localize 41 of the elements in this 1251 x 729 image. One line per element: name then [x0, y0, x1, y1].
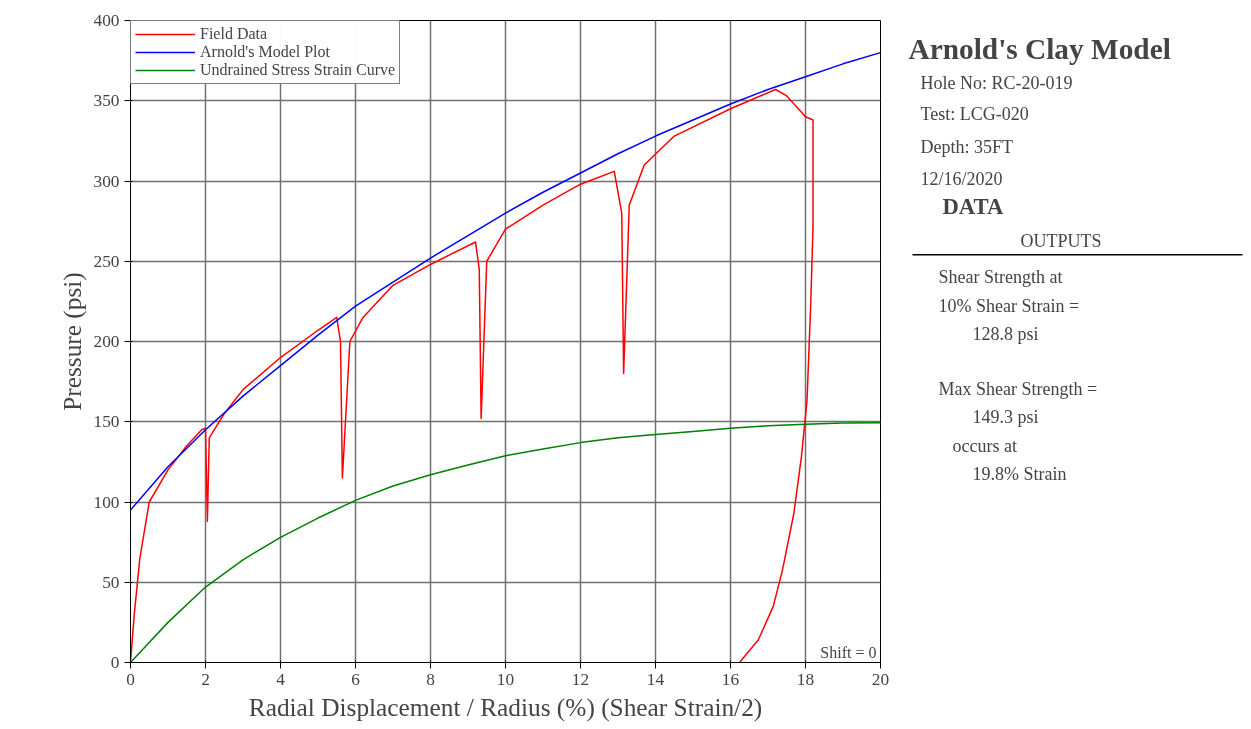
x-tick-label: 16 [721, 669, 740, 689]
x-tick-label: 4 [276, 669, 286, 689]
x-tick-label: 8 [426, 669, 435, 689]
y-tick-label: 100 [93, 492, 120, 512]
y-tick-label: 150 [93, 412, 120, 432]
legend-label: Undrained Stress Strain Curve [200, 61, 396, 79]
y-tick-label: 0 [110, 653, 120, 672]
text: Max Shear Strength = [938, 379, 1098, 400]
text: Arnold's Clay Model [908, 32, 1171, 65]
y-axis-title: Pressure (psi) [57, 272, 87, 411]
y-tick-label: 250 [93, 251, 120, 271]
text: 10% Shear Strain = [938, 295, 1080, 316]
x-tick-label: 10 [496, 669, 515, 689]
legend-label: Field Data [200, 25, 268, 43]
x-tick-label: 12 [571, 669, 590, 689]
text: 128.8 psi [972, 323, 1039, 344]
x-tick-label: 18 [796, 669, 815, 689]
x-axis-title: Radial Displacement / Radius (%) (Shear Strain/2) [248, 692, 763, 722]
text: 19.8% Strain [972, 463, 1067, 484]
text: Depth: 35FT [920, 137, 1013, 157]
annotation: Shift = 0 [820, 643, 877, 661]
text: 12/16/2020 [920, 168, 1003, 189]
y-tick-label: 200 [93, 332, 120, 351]
text: Shear Strength at [938, 267, 1063, 288]
x-tick-label: 2 [201, 669, 210, 689]
x-tick-label: 20 [871, 669, 890, 689]
text: Hole No: RC-20-019 [920, 72, 1073, 93]
text: OUTPUTS [1020, 231, 1102, 252]
line-series [130, 88, 814, 663]
text: occurs at [952, 435, 1017, 456]
y-tick-label: 300 [93, 171, 120, 191]
x-tick-label: 0 [126, 669, 135, 689]
legend-label: Arnold's Model Plot [200, 43, 330, 61]
text: DATA [942, 193, 1004, 219]
x-tick-label: 6 [351, 669, 361, 689]
text: 149.3 psi [972, 407, 1039, 428]
x-tick-label: 14 [646, 669, 665, 689]
y-tick-label: 350 [93, 91, 120, 111]
y-tick-label: 50 [102, 572, 120, 592]
y-tick-label: 400 [93, 11, 120, 30]
text: Test: LCG-020 [920, 104, 1029, 125]
